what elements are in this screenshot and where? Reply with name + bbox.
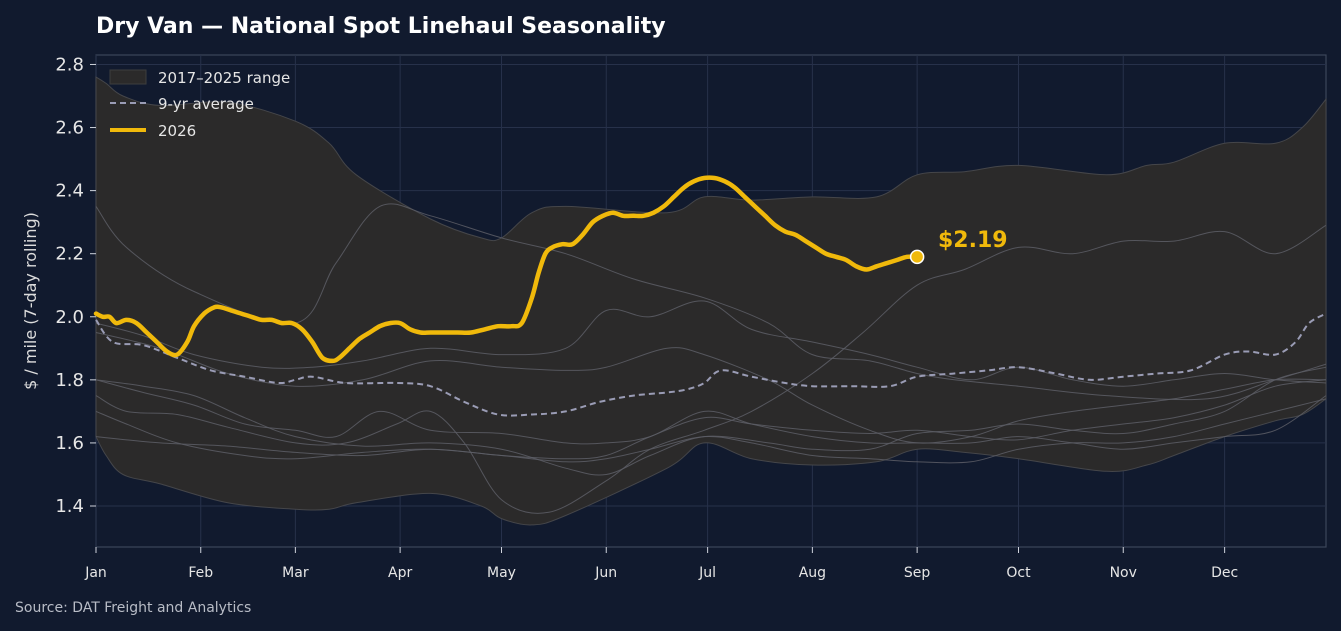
current-line-group <box>93 175 925 364</box>
source-note: Source: DAT Freight and Analytics <box>15 600 251 616</box>
y-tick-label: 2.6 <box>55 118 84 139</box>
current-year-line <box>93 175 920 364</box>
legend-label-range: 2017–2025 range <box>158 69 290 87</box>
y-tick-label: 2.0 <box>55 307 84 328</box>
x-axis-ticks: Jan Feb Mar Apr May Jun Jul Aug Sep Oct Nov Dec <box>84 547 1238 581</box>
y-tick-label: 2.2 <box>55 244 84 265</box>
x-tick-label: Oct <box>1006 565 1031 581</box>
history-year-line <box>95 224 1327 514</box>
y-tick-label: 1.6 <box>55 433 84 454</box>
range-band-area <box>95 76 1327 526</box>
history-year-line <box>95 379 1327 450</box>
legend: 2017–2025 range 9-yr average 2026 <box>109 69 290 140</box>
x-tick-label: Jun <box>594 565 617 581</box>
x-tick-label: Jul <box>698 565 716 581</box>
history-year-line <box>95 300 1327 387</box>
history-lines <box>95 203 1327 514</box>
x-tick-label: Nov <box>1110 565 1137 581</box>
history-year-line <box>95 379 1327 460</box>
x-tick-label: Jan <box>84 565 107 581</box>
current-value-marker <box>909 249 925 265</box>
x-tick-label: May <box>487 565 516 581</box>
legend-swatch-range <box>109 69 147 85</box>
x-tick-label: Dec <box>1211 565 1238 581</box>
current-value-label: $2.19 <box>938 228 1008 253</box>
average-line-group <box>95 312 1327 417</box>
x-tick-label: Sep <box>904 565 931 581</box>
x-tick-label: Mar <box>282 565 309 581</box>
y-axis-label: $ / mile (7-day rolling) <box>21 212 40 390</box>
y-tick-label: 2.4 <box>55 181 84 202</box>
y-tick-label: 1.4 <box>55 496 84 517</box>
legend-label-average: 9-yr average <box>158 95 254 113</box>
y-tick-label: 2.8 <box>55 54 84 75</box>
y-tick-label: 1.8 <box>55 370 84 391</box>
y-axis-ticks: 1.4 1.6 1.8 2.0 2.2 2.4 2.6 2.8 <box>55 54 96 517</box>
history-year-line <box>95 203 1327 401</box>
history-year-line <box>95 398 1327 464</box>
x-tick-label: Apr <box>388 565 412 581</box>
chart-title: Dry Van — National Spot Linehaul Seasona… <box>96 14 666 39</box>
average-line <box>95 312 1327 417</box>
range-band <box>95 76 1327 526</box>
x-tick-label: Aug <box>799 565 826 581</box>
history-year-line <box>95 366 1327 476</box>
legend-label-current: 2026 <box>158 122 196 140</box>
history-year-line <box>95 332 1327 444</box>
x-tick-label: Feb <box>188 565 213 581</box>
